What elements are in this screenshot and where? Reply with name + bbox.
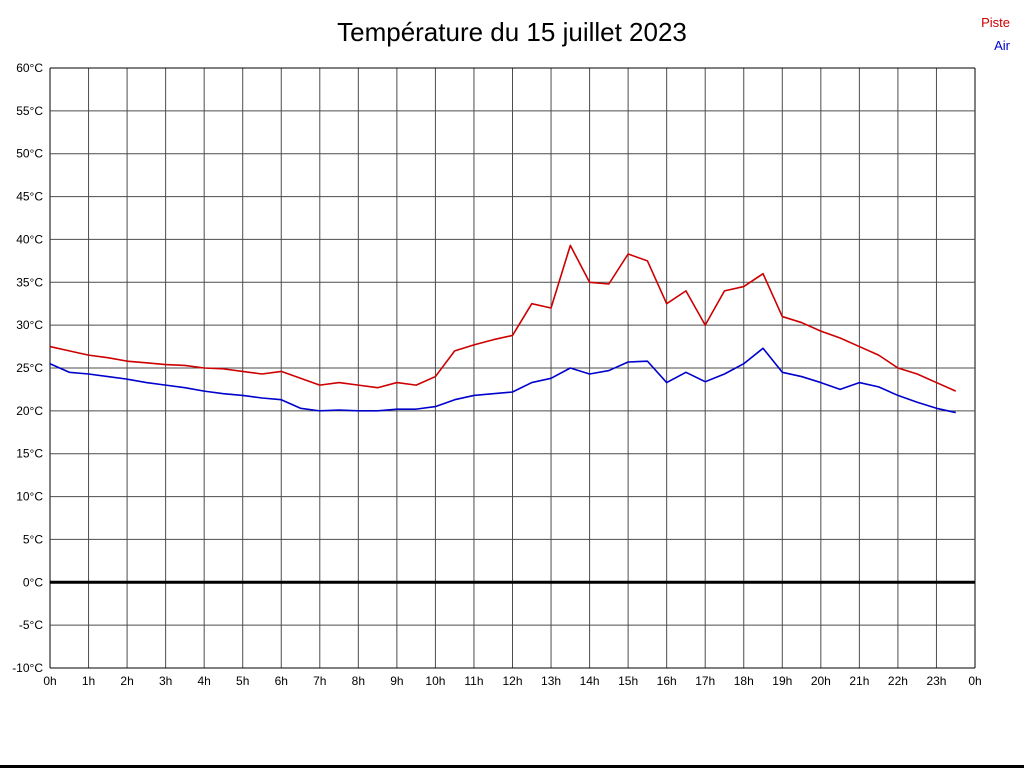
x-tick-label: 1h	[82, 674, 95, 688]
x-tick-label: 22h	[888, 674, 908, 688]
legend-piste-label: Piste	[981, 15, 1010, 30]
x-tick-label: 16h	[657, 674, 677, 688]
x-tick-label: 8h	[352, 674, 365, 688]
x-tick-label: 14h	[580, 674, 600, 688]
x-tick-label: 0h	[43, 674, 56, 688]
x-tick-label: 23h	[926, 674, 946, 688]
x-tick-label: 6h	[275, 674, 288, 688]
x-tick-label: 20h	[811, 674, 831, 688]
chart-title: Température du 15 juillet 2023	[337, 17, 687, 47]
x-tick-label: 21h	[849, 674, 869, 688]
x-tick-label: 18h	[734, 674, 754, 688]
y-tick-label: 5°C	[23, 532, 43, 546]
x-tick-label: 10h	[425, 674, 445, 688]
x-tick-label: 19h	[772, 674, 792, 688]
y-tick-label: 0°C	[23, 575, 43, 589]
x-tick-label: 3h	[159, 674, 172, 688]
y-tick-label: 15°C	[16, 447, 43, 461]
x-tick-label: 13h	[541, 674, 561, 688]
x-tick-label: 11h	[464, 674, 483, 688]
y-tick-label: 40°C	[16, 232, 43, 246]
x-tick-label: 5h	[236, 674, 249, 688]
x-tick-label: 15h	[618, 674, 638, 688]
y-tick-label: 45°C	[16, 190, 43, 204]
y-tick-label: 10°C	[16, 490, 43, 504]
y-tick-label: 25°C	[16, 361, 43, 375]
series-line-air	[49, 347, 956, 414]
y-tick-label: 30°C	[16, 318, 43, 332]
bottom-border	[0, 765, 1024, 768]
y-tick-label: -10°C	[12, 661, 43, 675]
y-tick-label: 50°C	[16, 147, 43, 161]
y-tick-label: 20°C	[16, 404, 43, 418]
y-tick-label: 55°C	[16, 104, 43, 118]
x-tick-label: 4h	[197, 674, 210, 688]
x-tick-label: 17h	[695, 674, 715, 688]
x-tick-label: 12h	[502, 674, 522, 688]
x-tick-label: 0h	[968, 674, 981, 688]
y-tick-label: 60°C	[16, 61, 43, 75]
legend-air-label: Air	[994, 37, 1010, 53]
x-tick-label: 9h	[390, 674, 403, 688]
y-tick-label: -5°C	[19, 618, 43, 632]
x-tick-label: 2h	[120, 674, 133, 688]
legend: Piste Air	[981, 12, 1010, 58]
series-line-piste	[49, 244, 957, 392]
x-tick-label: 7h	[313, 674, 326, 688]
y-tick-label: 35°C	[16, 275, 43, 289]
